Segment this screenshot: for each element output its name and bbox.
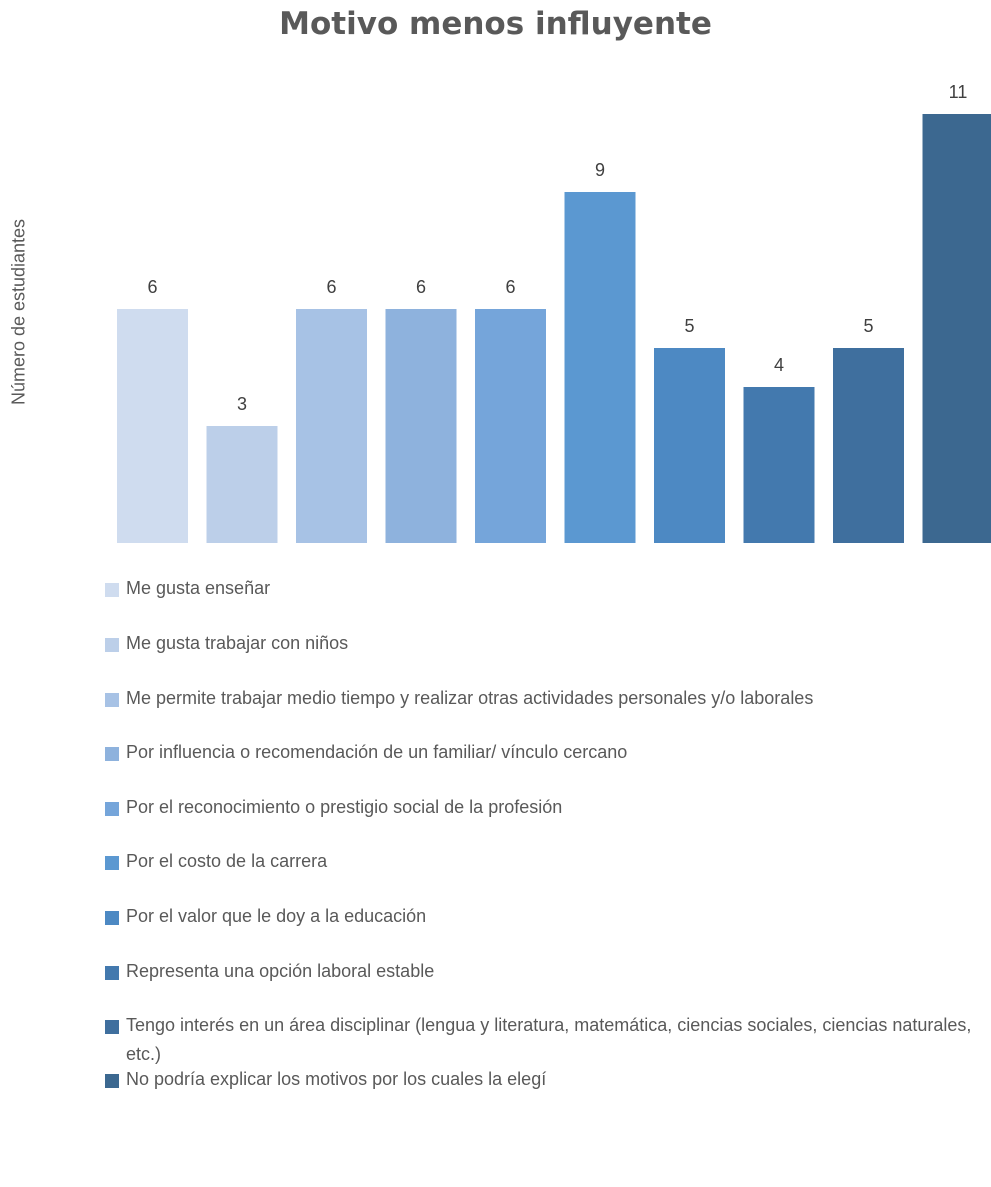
legend-swatch [105,802,119,816]
legend-label: Por el costo de la carrera [126,851,328,871]
legend-swatch [105,1074,119,1088]
legend-item: Representa una opción laboral estable [105,957,985,986]
legend-item: Por influencia o recomendación de un fam… [105,738,985,767]
data-label-1: 6 [147,277,157,297]
bar-chart: 6 3 6 6 6 9 5 4 5 11 [117,82,991,543]
legend-item: Por el costo de la carrera [105,847,985,876]
legend-swatch [105,966,119,980]
legend-label: No podría explicar los motivos por los c… [126,1069,547,1089]
data-label-9: 5 [863,316,873,336]
legend-swatch [105,583,119,597]
chart-title: Motivo menos influyente [279,6,712,42]
data-label-5: 6 [505,277,515,297]
data-label-8: 4 [774,355,784,375]
legend-label: Tengo interés en un área disciplinar (le… [126,1015,972,1064]
legend-label: Me gusta trabajar con niños [126,633,349,653]
data-label-7: 5 [684,316,694,336]
legend-swatch [105,747,119,761]
legend-item: Me gusta enseñar [105,574,985,603]
legend-label: Me permite trabajar medio tiempo y reali… [126,688,814,708]
bar-5 [475,309,546,543]
bar-4 [385,309,457,543]
legend-label: Por el valor que le doy a la educación [126,906,427,926]
data-label-4: 6 [416,277,426,297]
data-label-3: 6 [326,277,336,297]
bar-10 [922,114,991,543]
legend-label: Representa una opción laboral estable [126,961,435,981]
legend-item: Me gusta trabajar con niños [105,629,985,658]
bar-3 [296,309,367,543]
legend-item: Por el reconocimiento o prestigio social… [105,793,985,822]
bar-2 [206,426,278,543]
bar-9 [833,348,904,543]
bar-1 [117,309,188,543]
legend-item: No podría explicar los motivos por los c… [105,1065,985,1094]
legend-swatch [105,1020,119,1034]
legend-label: Por el reconocimiento o prestigio social… [126,797,563,817]
bar-8 [743,387,815,543]
bar-6 [564,192,636,543]
legend-item: Tengo interés en un área disciplinar (le… [105,1011,985,1069]
legend-swatch [105,693,119,707]
data-label-10: 11 [949,82,968,102]
legend-item: Me permite trabajar medio tiempo y reali… [105,684,985,713]
legend-swatch [105,638,119,652]
bar-7 [654,348,725,543]
legend-swatch [105,856,119,870]
legend-swatch [105,911,119,925]
data-label-6: 9 [595,160,605,180]
data-label-2: 3 [237,394,247,414]
legend-label: Por influencia o recomendación de un fam… [126,742,628,762]
legend-item: Por el valor que le doy a la educación [105,902,985,931]
legend-label: Me gusta enseñar [126,578,271,598]
